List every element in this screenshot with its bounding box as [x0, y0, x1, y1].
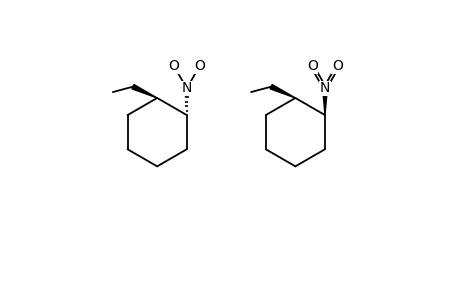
Text: N: N: [181, 81, 191, 95]
Polygon shape: [322, 88, 327, 115]
Text: O: O: [306, 59, 317, 74]
Polygon shape: [269, 85, 295, 98]
Text: N: N: [319, 81, 330, 95]
Polygon shape: [132, 85, 157, 98]
Text: O: O: [194, 59, 204, 74]
Text: O: O: [168, 59, 179, 74]
Text: O: O: [331, 59, 342, 74]
